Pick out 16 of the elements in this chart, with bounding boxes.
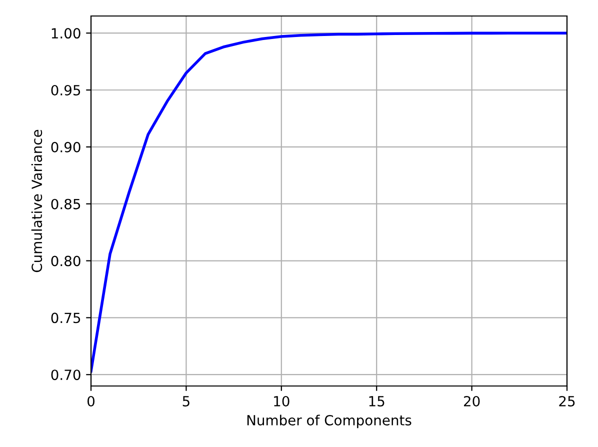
y-tick-label: 0.70 xyxy=(51,370,80,380)
y-tick-label: 0.90 xyxy=(51,142,80,152)
y-tick-label: 0.80 xyxy=(51,256,80,266)
x-tick-label: 15 xyxy=(369,396,384,406)
x-tick-label: 10 xyxy=(274,396,290,406)
y-tick-label: 0.95 xyxy=(51,84,80,96)
y-tick-label: 0.85 xyxy=(51,198,80,210)
x-tick-label: 5 xyxy=(182,396,190,406)
x-axis-title: Number of Components xyxy=(247,414,412,428)
line-series xyxy=(91,32,567,373)
y-axis-title: Cumulative Variance xyxy=(31,130,42,272)
x-tick-label: 20 xyxy=(464,396,480,406)
x-tick-label: 0 xyxy=(87,396,94,406)
x-tick-label: 25 xyxy=(559,396,575,406)
y-tick-label: 1.00 xyxy=(52,28,80,39)
y-tick-label: 0.75 xyxy=(51,312,80,324)
